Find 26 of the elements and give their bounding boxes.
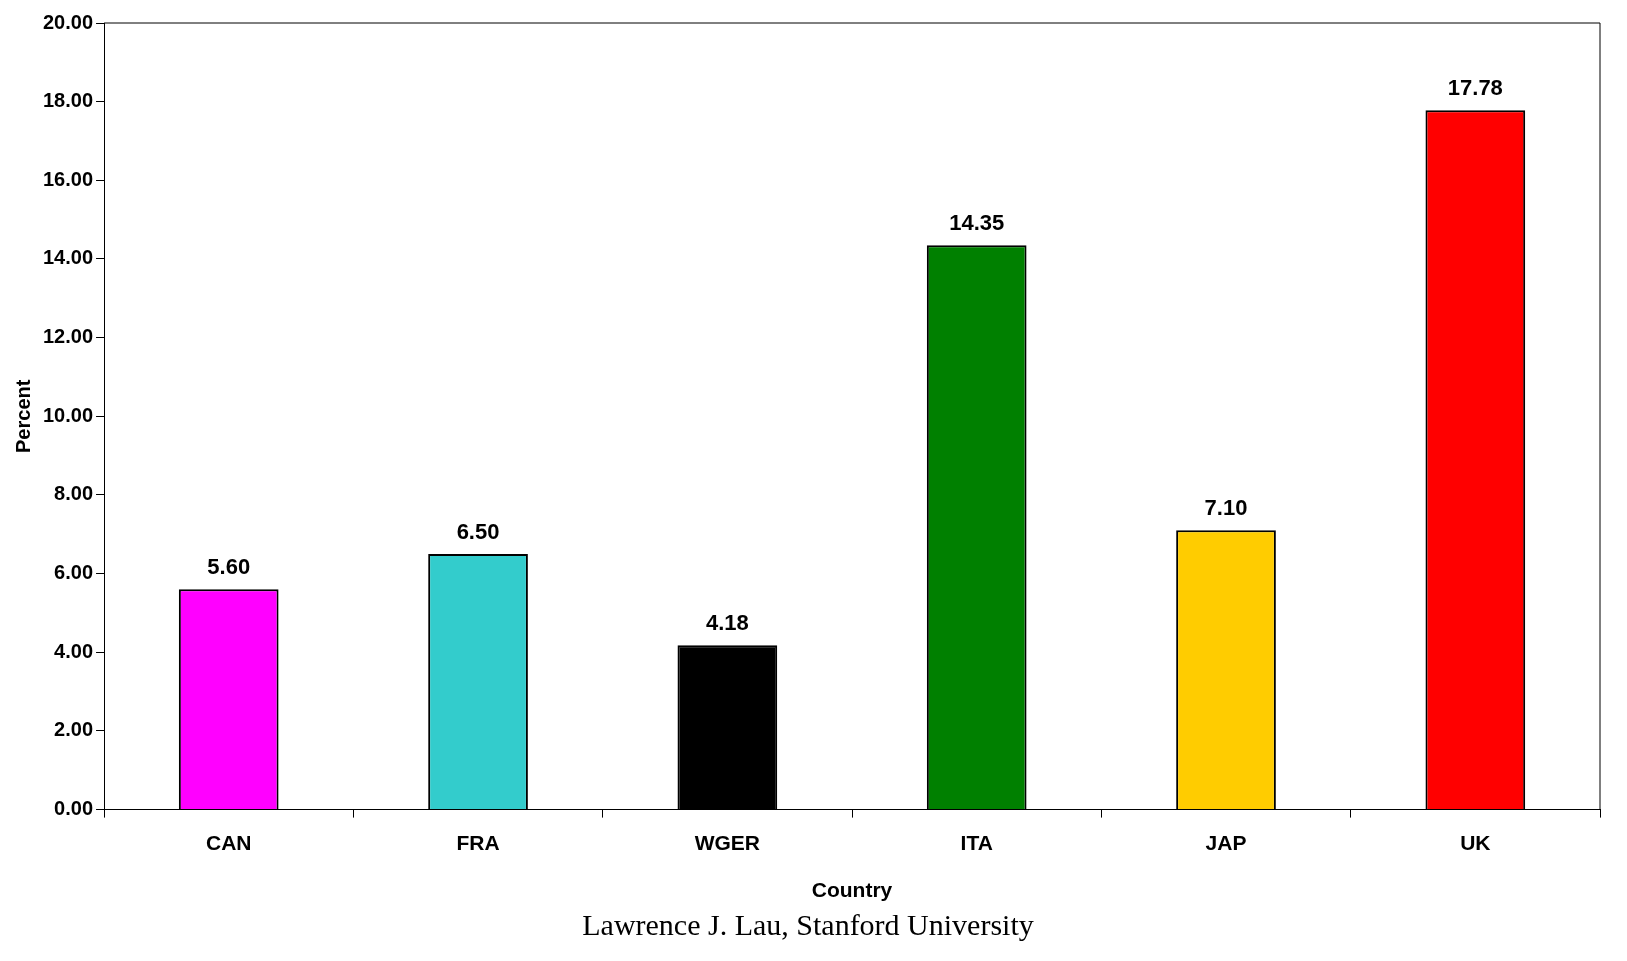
data-label: 17.78 [1447,75,1503,101]
y-tick-label: 10.00 [42,403,94,426]
y-tick-label: 0.00 [54,797,94,820]
y-tick-label: 2.00 [54,718,94,741]
data-label: 4.18 [705,610,749,636]
data-label: 6.50 [456,519,500,545]
y-tick-label: 14.00 [42,246,94,269]
x-tick-label: UK [1460,831,1491,854]
y-tick-label: 8.00 [54,482,94,505]
data-label: 7.10 [1204,495,1248,521]
x-tick-label: ITA [960,831,993,854]
y-axis-title: Percent [11,379,34,453]
text: Lawrence J. Lau, Stanford University [581,908,1035,942]
x-tick-label: JAP [1205,831,1247,854]
y-tick-label: 6.00 [54,561,94,584]
data-label: 14.35 [949,210,1005,236]
y-tick-label: 20.00 [42,10,94,33]
x-tick-label: WGER [694,831,761,854]
y-tick-label: 18.00 [42,89,94,112]
y-tick-label: 16.00 [42,167,94,190]
data-label: 5.60 [207,554,251,580]
x-tick-label: CAN [205,831,252,854]
y-tick-label: 4.00 [54,639,94,662]
x-tick-label: FRA [456,831,500,854]
x-axis-title: Country [811,878,893,902]
y-tick-label: 12.00 [42,325,94,348]
